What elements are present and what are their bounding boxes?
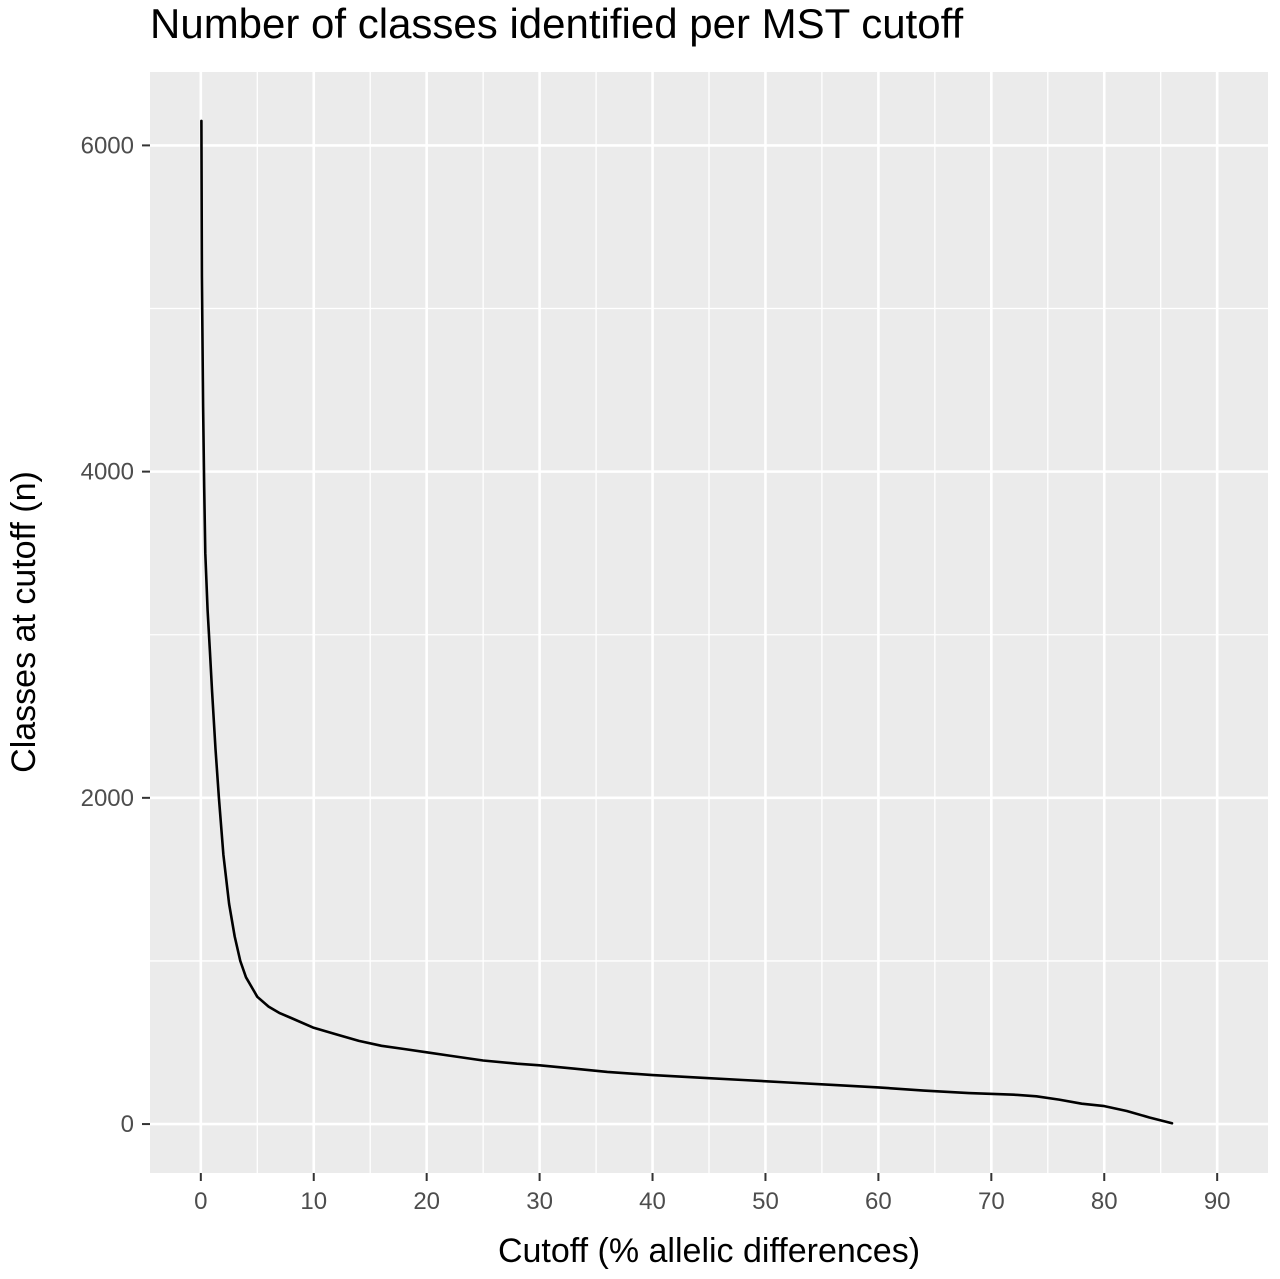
y-tick-label: 6000 — [81, 132, 134, 159]
series-layer — [200, 119, 1174, 1125]
x-axis-title: Cutoff (% allelic differences) — [498, 1232, 920, 1270]
x-tick-label: 90 — [1204, 1188, 1231, 1215]
y-axis: 0 2000 4000 6000 — [81, 132, 150, 1138]
y-tick-label: 4000 — [81, 459, 134, 486]
x-tick-label: 0 — [194, 1188, 207, 1215]
series-line — [200, 119, 1174, 1125]
y-axis-title: Classes at cutoff (n) — [5, 471, 43, 773]
y-tick-label: 0 — [121, 1111, 134, 1138]
x-tick-label: 10 — [300, 1188, 327, 1215]
x-axis: 0 10 20 30 40 50 60 70 80 90 — [194, 1173, 1231, 1215]
minor-grid — [150, 72, 1268, 1173]
x-tick-label: 70 — [978, 1188, 1005, 1215]
y-tick-label: 2000 — [81, 785, 134, 812]
x-tick-label: 80 — [1091, 1188, 1118, 1215]
x-tick-label: 30 — [526, 1188, 553, 1215]
x-tick-label: 60 — [865, 1188, 892, 1215]
x-tick-label: 50 — [752, 1188, 779, 1215]
major-grid — [150, 72, 1268, 1173]
x-tick-label: 20 — [413, 1188, 440, 1215]
chart-title: Number of classes identified per MST cut… — [150, 0, 963, 47]
x-tick-label: 40 — [639, 1188, 666, 1215]
